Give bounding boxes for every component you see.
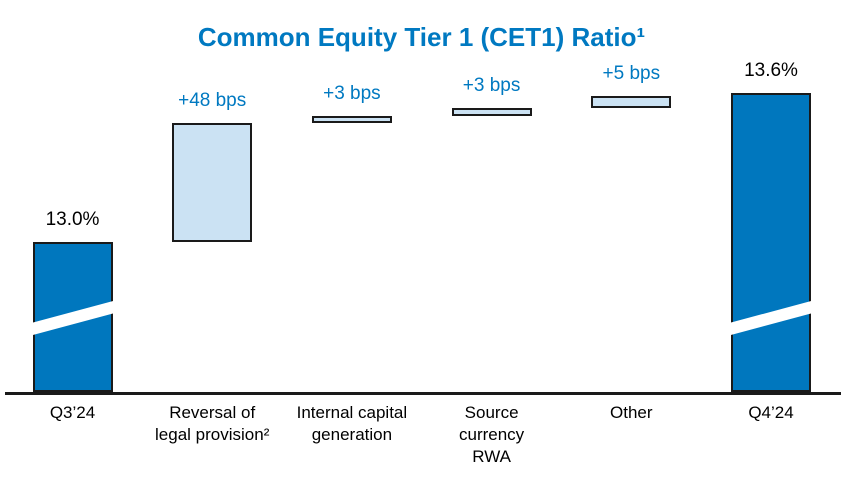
x-axis-line — [5, 392, 841, 395]
chart-title: Common Equity Tier 1 (CET1) Ratio¹ — [197, 22, 646, 52]
value-label-q3-24: 13.0% — [45, 209, 100, 230]
bar-internal-capital-generation — [311, 115, 392, 123]
category-label-q4-24: Q4’24 — [696, 402, 843, 424]
category-label-line: Q3’24 — [49, 403, 96, 422]
category-label-line: legal provision² — [155, 425, 270, 444]
category-label-line: currency — [459, 425, 525, 444]
category-label-q3-24: Q3’24 — [0, 402, 148, 424]
value-label-other: +5 bps — [602, 62, 661, 84]
bar-reversal-of-legal-provision — [172, 122, 253, 242]
category-label-line: Q4’24 — [748, 403, 794, 422]
category-label-line: RWA — [472, 447, 511, 466]
value-label-reversal-of-legal-provision: +48 bps — [178, 89, 247, 111]
category-label-line: Internal capital — [296, 403, 408, 422]
category-label-source-currency-rwa: Source currency RWA — [417, 402, 567, 468]
category-label-line: generation — [311, 425, 393, 444]
bar-other — [591, 95, 672, 109]
category-label-other: Other — [556, 402, 706, 424]
value-label-source-currency-rwa: +3 bps — [462, 75, 521, 97]
category-label-reversal-of-legal-provision: Reversal of legal provision² — [137, 402, 287, 446]
bar-source-currency-rwa — [451, 108, 532, 116]
category-label-line: Other — [610, 403, 653, 422]
category-label-line: Reversal of — [169, 403, 256, 422]
category-label-line: Source — [464, 403, 519, 422]
category-label-internal-capital-generation: Internal capital generation — [277, 402, 427, 446]
value-label-q4-24: 13.6% — [744, 60, 798, 82]
bar-q4-24 — [731, 93, 811, 392]
value-label-internal-capital-generation: +3 bps — [323, 82, 381, 104]
